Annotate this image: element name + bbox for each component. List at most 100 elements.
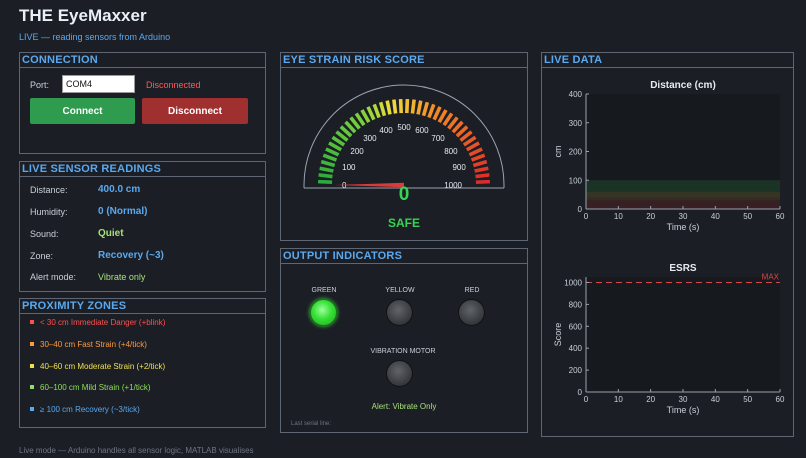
zone-text: 60–100 cm Mild Strain (+1/tick) (40, 383, 151, 392)
gauge-needle (334, 182, 404, 188)
x-tick-label: 10 (614, 395, 623, 404)
zone-value: Recovery (~3) (98, 250, 164, 261)
live-data-panel: LIVE DATA (541, 52, 794, 437)
y-tick-label: 0 (578, 388, 583, 397)
gauge-tick-label: 100 (342, 163, 356, 172)
zone-swatch-icon (30, 407, 34, 411)
connection-panel: CONNECTION (19, 52, 266, 154)
zone-swatch-icon (30, 385, 34, 389)
gauge-tick-label: 1000 (444, 181, 462, 190)
y-tick-label: 200 (569, 366, 583, 375)
yellow-lamp (386, 299, 413, 326)
zone-item-danger: < 30 cm Immediate Danger (+blink) (30, 318, 165, 327)
x-tick-label: 0 (584, 395, 589, 404)
x-tick-label: 0 (584, 212, 589, 221)
app-subtitle: LIVE — reading sensors from Arduino (19, 32, 171, 42)
x-tick-label: 50 (743, 395, 752, 404)
x-axis-label: Time (s) (667, 222, 700, 232)
y-tick-label: 600 (569, 322, 583, 331)
port-label: Port: (30, 80, 50, 90)
gauge-segment (385, 100, 392, 115)
gauge-segment (455, 125, 469, 138)
gauge-tick-label: 500 (397, 123, 411, 132)
y-tick-label: 1000 (564, 278, 582, 287)
gauge-frame (303, 84, 505, 186)
motor-label: VIBRATION MOTOR (370, 348, 436, 355)
x-tick-label: 40 (711, 212, 720, 221)
gauge-tick-label: 400 (379, 126, 393, 135)
alert-status: Alert: Vibrate Only (371, 402, 437, 411)
zone-text: < 30 cm Immediate Danger (+blink) (40, 318, 166, 327)
x-axis-label: Time (s) (667, 405, 700, 415)
y-tick-label: 100 (569, 176, 583, 185)
gauge-segment (317, 179, 333, 184)
gauge-panel: EYE STRAIN RISK SCORE (280, 52, 528, 241)
gauge-segment (432, 106, 442, 121)
gauge-segment (427, 103, 436, 119)
gauge-tick-label: 800 (444, 147, 458, 156)
zone-band (586, 200, 780, 209)
gauge-segment (472, 159, 488, 168)
y-axis-label: Score (553, 323, 563, 347)
connection-title: CONNECTION (20, 53, 265, 68)
x-tick-label: 40 (711, 395, 720, 404)
humidity-label: Humidity: (30, 207, 68, 217)
gauge-value: 0 (398, 184, 410, 205)
y-tick-label: 800 (569, 300, 583, 309)
gauge-segment (331, 135, 346, 147)
gauge-status: SAFE (387, 216, 420, 230)
gauge-tick-label: 0 (342, 181, 347, 190)
distance-value: 400.0 cm (98, 184, 141, 195)
distance-label: Distance: (30, 185, 68, 195)
alert-mode-value: Vibrate only (98, 272, 146, 282)
disconnect-button[interactable]: Disconnect (142, 98, 248, 124)
red-lamp (458, 299, 485, 326)
indicators-panel: OUTPUT INDICATORS (280, 248, 528, 433)
gauge-segment (328, 141, 343, 152)
plot-area (586, 94, 780, 209)
gauge-segment (462, 135, 477, 147)
zone-swatch-icon (30, 364, 34, 368)
gauge-segment (474, 166, 489, 173)
gauge-segment (325, 147, 340, 157)
gauge-segment (392, 99, 398, 114)
connect-button[interactable]: Connect (30, 98, 135, 124)
gauge-segment (344, 120, 357, 134)
gauge-segment (398, 98, 403, 114)
zone-swatch-icon (30, 342, 34, 346)
zone-band (586, 197, 780, 201)
zone-item-recovery: ≥ 100 cm Recovery (~3/tick) (30, 405, 140, 414)
humidity-value: 0 (Normal) (98, 206, 148, 217)
gauge-segment (322, 153, 338, 162)
chart-title: Distance (cm) (650, 80, 716, 91)
gauge-segment (468, 147, 483, 157)
gauge-segment (416, 100, 423, 115)
zone-item-fast: 30–40 cm Fast Strain (+4/tick) (30, 340, 147, 349)
gauge-segment (451, 120, 464, 134)
y-tick-label: 0 (578, 205, 583, 214)
gauge-tick-label: 600 (415, 126, 429, 135)
gauge-segment (410, 99, 416, 114)
esrs-chart: ESRS MAX 0 200 400 600 800 1000 0 10 20 30 40 50 60 Tim… (553, 263, 785, 415)
gauge-title: EYE STRAIN RISK SCORE (281, 53, 527, 68)
red-lamp-label: RED (464, 287, 480, 294)
app-title: THE EyeMaxxer (19, 6, 147, 25)
esrs-chart-layer: ESRS MAX 0 200 400 600 800 1000 0 10 20 30 40 50 60 Tim… (553, 263, 785, 415)
gauge-tick-label: 900 (452, 163, 466, 172)
gauge-segment (354, 112, 366, 127)
x-tick-label: 30 (679, 395, 688, 404)
distance-chart-layer: Distance (cm) 0 100 200 300 400 0 10 20 30 40 50 60 T… (553, 80, 785, 232)
gauge-segment (475, 173, 490, 179)
gauge-tick-label: 300 (363, 134, 377, 143)
zones-panel: PROXIMITY ZONES (19, 298, 266, 428)
distance-chart: Distance (cm) 0 100 200 300 400 0 10 20 30 40 50 60 T… (553, 80, 785, 232)
alert-mode-label: Alert mode: (30, 272, 77, 282)
x-tick-label: 20 (646, 212, 655, 221)
port-input[interactable] (62, 75, 135, 93)
vibration-motor-lamp (386, 360, 413, 387)
yellow-lamp-label: YELLOW (385, 287, 415, 294)
live-data-title: LIVE DATA (542, 53, 793, 68)
x-tick-label: 60 (776, 395, 785, 404)
connection-status: Disconnected (146, 80, 201, 90)
footer-text: Live mode — Arduino handles all sensor l… (19, 446, 254, 455)
